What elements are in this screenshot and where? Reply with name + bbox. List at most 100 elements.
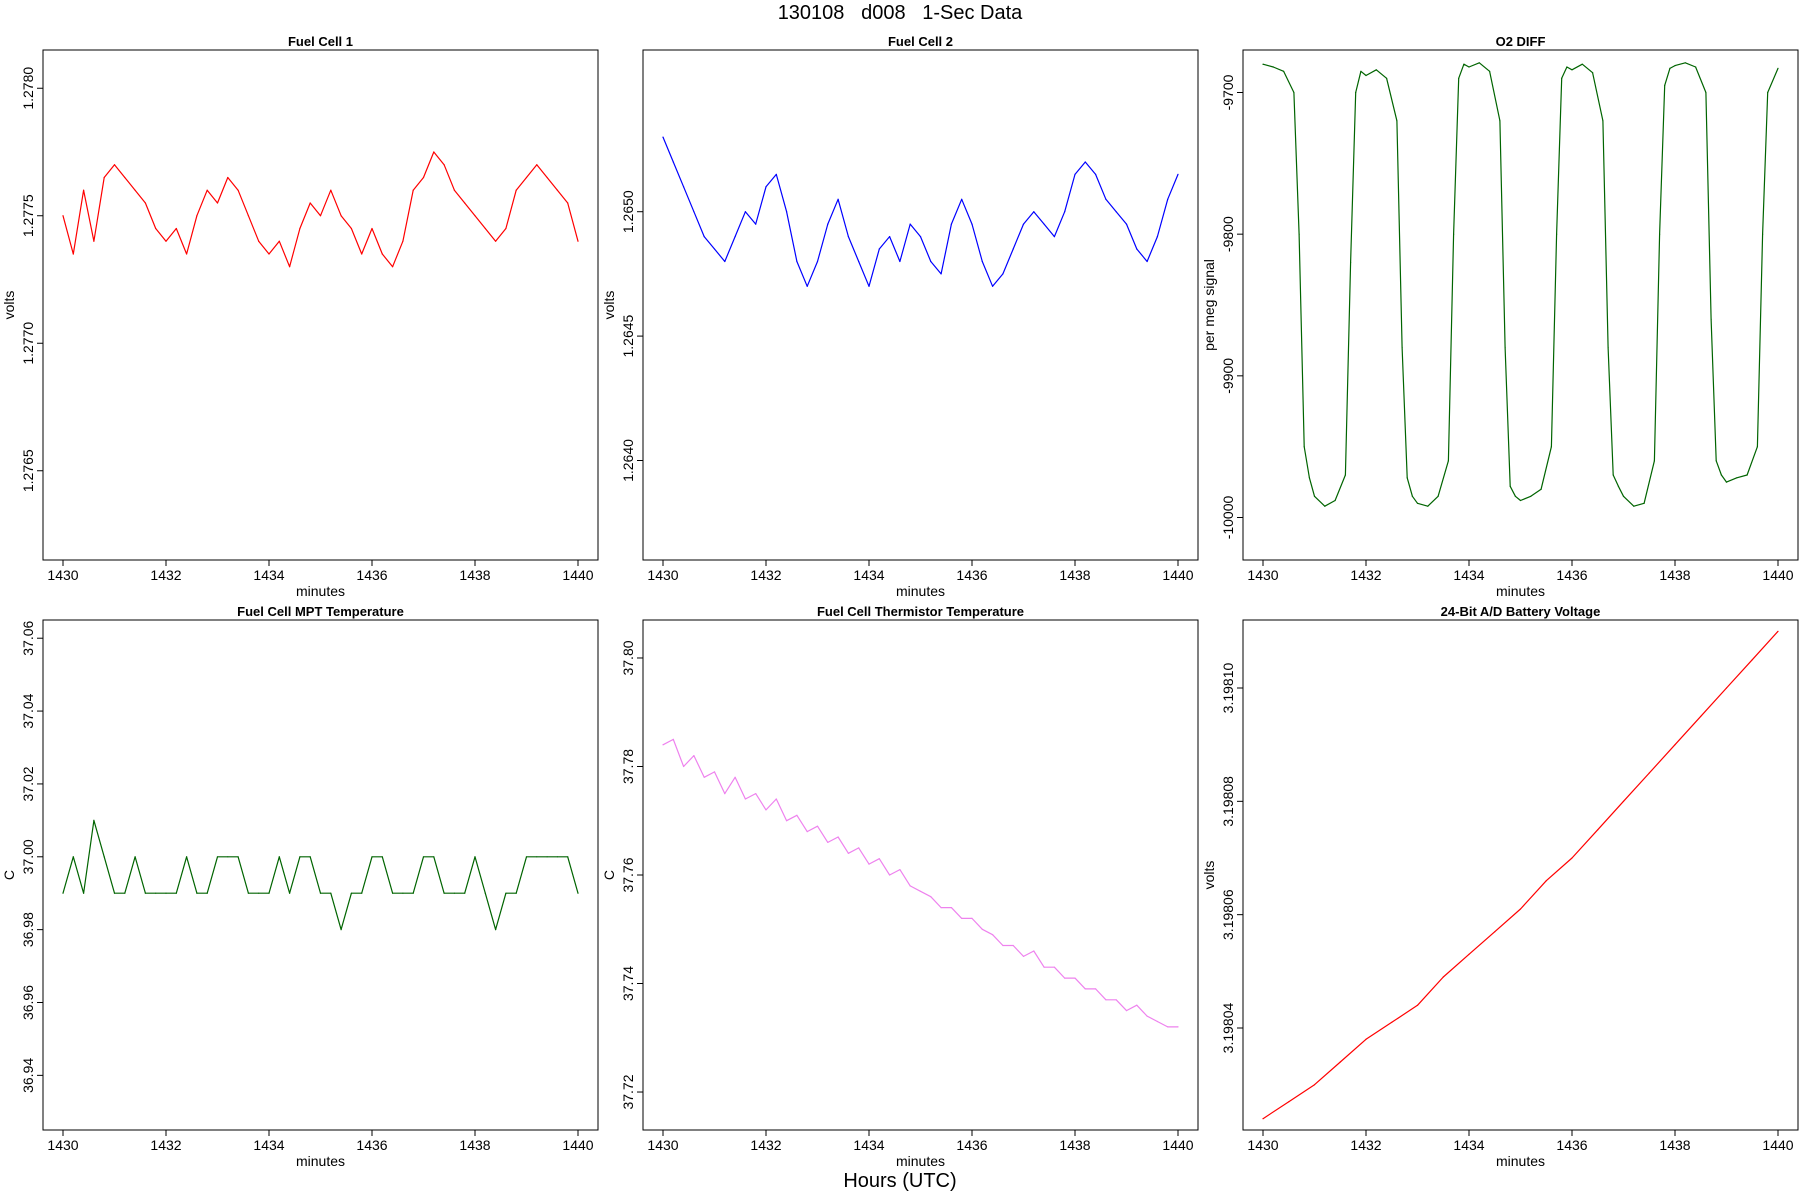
data-point — [299, 227, 301, 230]
y-tick-label: 37.76 — [620, 857, 636, 892]
data-point — [878, 858, 880, 860]
data-point — [1146, 1015, 1148, 1017]
x-tick-label: 1436 — [1556, 567, 1587, 583]
plot-frame — [42, 49, 599, 561]
data-point — [1334, 499, 1336, 502]
data-point — [1442, 976, 1444, 978]
x-tick-label: 1438 — [459, 567, 490, 583]
series-line — [62, 151, 579, 268]
data-point — [196, 892, 198, 894]
data-point — [1002, 944, 1004, 947]
data-point — [1136, 248, 1138, 250]
data-point — [278, 240, 280, 242]
data-point — [330, 189, 332, 191]
x-tick-label: 1430 — [1247, 567, 1278, 583]
y-axis-label: volts — [601, 291, 617, 320]
data-point — [515, 189, 517, 191]
data-point — [1053, 966, 1055, 968]
data-point — [577, 892, 579, 894]
data-point — [1736, 477, 1738, 479]
data-point — [1556, 233, 1558, 235]
data-point — [1262, 1118, 1264, 1120]
data-point — [765, 186, 767, 188]
data-point — [83, 892, 85, 894]
data-point — [1622, 495, 1625, 497]
data-point — [134, 189, 136, 191]
data-point — [1324, 505, 1326, 507]
data-point — [1350, 261, 1352, 264]
data-point — [1012, 944, 1014, 947]
data-point — [319, 892, 322, 894]
y-tick-label: 1.2780 — [20, 67, 36, 110]
y-tick-label: 37.06 — [20, 620, 36, 655]
data-point — [1509, 485, 1511, 487]
data-point — [683, 765, 685, 768]
data-point — [837, 836, 839, 838]
data-point — [1561, 77, 1563, 79]
page-title: 130108 d008 1-Sec Data — [777, 2, 1023, 24]
data-point — [1499, 120, 1501, 122]
y-axis-label: C — [601, 870, 617, 880]
data-point — [350, 227, 352, 230]
data-point — [775, 798, 777, 800]
data-point — [1633, 505, 1635, 507]
data-point — [165, 892, 167, 894]
chart-title: Fuel Cell Thermistor Temperature — [817, 604, 1024, 619]
data-point — [1468, 66, 1470, 68]
data-point — [361, 892, 363, 894]
data-point — [556, 189, 559, 191]
data-point — [1669, 67, 1671, 69]
series-line — [62, 819, 579, 931]
data-point — [796, 260, 798, 263]
data-point — [765, 809, 767, 811]
y-tick-label: 3.19806 — [1220, 889, 1236, 940]
data-point — [1571, 69, 1573, 71]
data-point — [1427, 505, 1429, 507]
chart-o2-diff: O2 DIFF 1430 1432 1434 1436 1438 1440 minutes -1… — [1201, 34, 1799, 599]
x-tick-label: 1432 — [1350, 567, 1381, 583]
data-point — [1303, 446, 1305, 448]
data-point — [237, 856, 239, 858]
data-point — [72, 253, 74, 255]
data-point — [433, 856, 435, 858]
y-tick-label: -9900 — [1220, 358, 1236, 394]
x-axis-label: minutes — [896, 1153, 945, 1169]
data-point — [1064, 977, 1066, 979]
data-point — [1313, 1084, 1316, 1086]
data-point — [206, 189, 208, 191]
data-point — [1360, 70, 1362, 72]
data-point — [525, 176, 528, 179]
data-point — [1167, 1026, 1169, 1028]
data-point — [1033, 211, 1035, 213]
data-point — [1115, 211, 1117, 213]
y-tick-label: 36.98 — [20, 912, 36, 947]
data-point — [371, 856, 373, 858]
data-point — [1437, 495, 1439, 497]
data-point — [1458, 77, 1460, 79]
data-point — [662, 744, 664, 746]
data-point — [155, 892, 157, 894]
data-point — [402, 892, 404, 894]
data-point — [1293, 91, 1295, 94]
chart-title: O2 DIFF — [1496, 34, 1546, 49]
data-point — [165, 240, 167, 242]
y-tick-label: -10000 — [1220, 495, 1236, 539]
data-point — [1545, 880, 1547, 882]
y-axis-label: per meg signal — [1201, 259, 1217, 351]
data-point — [1612, 474, 1614, 476]
data-point — [971, 223, 973, 225]
data-point — [1022, 223, 1025, 225]
data-point — [495, 929, 497, 931]
data-point — [1105, 198, 1107, 200]
data-point — [847, 852, 849, 854]
data-point — [693, 211, 695, 213]
data-point — [1053, 236, 1055, 238]
data-point — [227, 856, 229, 858]
data-point — [1396, 120, 1398, 122]
data-point — [981, 928, 983, 930]
data-point — [381, 253, 383, 255]
data-point — [247, 215, 249, 217]
data-point — [443, 164, 445, 166]
data-point — [1478, 62, 1480, 64]
x-axis-label: minutes — [1496, 583, 1545, 599]
